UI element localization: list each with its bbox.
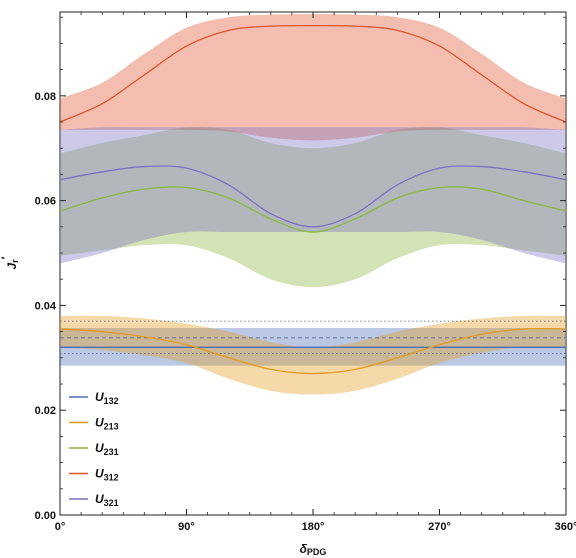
x-tick-label: 180° (302, 521, 325, 533)
legend-label-sub: 312 (104, 473, 119, 483)
legend-label-main: U (95, 416, 104, 430)
legend-label-main: U (95, 441, 104, 455)
y-axis-label-sub: r (10, 259, 20, 263)
y-tick-label: 0.02 (35, 405, 56, 417)
legend-label-main: U (95, 390, 104, 404)
legend-label-main: U (95, 492, 104, 506)
x-axis-label-main: δ (300, 542, 308, 556)
legend-label-sub: 132 (104, 396, 119, 406)
legend-label-main: U (95, 467, 104, 481)
x-tick-label: 0° (55, 521, 66, 533)
legend-label-sub: 231 (104, 447, 119, 457)
y-axis-label-prime: ′ (0, 256, 13, 259)
legend-label-u213: U213 (95, 416, 119, 432)
x-axis-label-sub: PDG (307, 547, 327, 557)
y-tick-label: 0.06 (35, 196, 56, 208)
y-tick-label: 0.00 (35, 510, 56, 522)
band-u321 (60, 127, 566, 264)
band-u213 (60, 315, 566, 395)
legend-label-u321: U321 (95, 492, 119, 508)
legend-label-sub: 213 (104, 422, 119, 432)
legend-label-sub: 321 (104, 498, 119, 508)
line-u213 (59, 327, 567, 375)
band-u231 (60, 126, 566, 288)
y-axis-label-main: J (5, 263, 19, 270)
series-lines (59, 24, 567, 375)
y-axis-label: Jr′ (0, 256, 20, 269)
legend-label-u132: U132 (95, 390, 119, 406)
x-tick-label: 270° (428, 521, 451, 533)
line-u321 (59, 165, 567, 228)
legend-label-u231: U231 (95, 441, 119, 457)
line-u312 (59, 24, 567, 123)
reference-lines (60, 320, 566, 355)
confidence-bands (60, 14, 566, 395)
x-tick-label: 90° (178, 521, 195, 533)
axis-ticks: 0° 90° 180° 270° 360° 0.00 0.02 0.04 0.06 0.08 (35, 12, 576, 533)
x-axis-label: δPDG (300, 542, 327, 557)
y-tick-label: 0.04 (35, 300, 57, 312)
y-tick-label: 0.08 (35, 91, 56, 103)
legend-label-u312: U312 (95, 467, 119, 483)
x-tick-label: 360° (555, 521, 576, 533)
line-u231 (59, 186, 567, 233)
